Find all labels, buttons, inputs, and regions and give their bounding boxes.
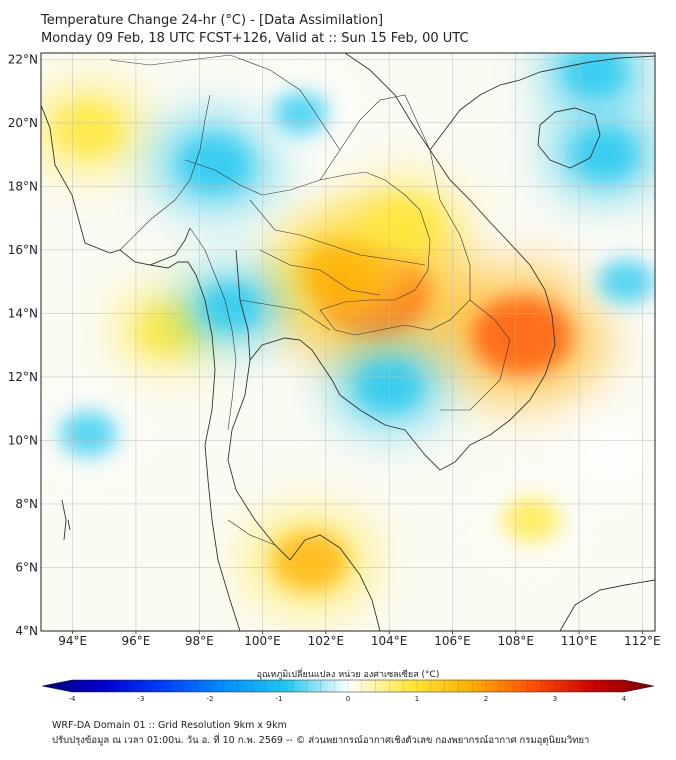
field-warm-south-china-sea-core [502, 497, 561, 543]
colorbar-tick-label: -3 [138, 695, 145, 703]
axis-labels: 94°E 96°E 98°E 100°E 102°E 104°E 106°E 108°E 110… [8, 52, 661, 648]
border-china [109, 54, 341, 151]
coastline-borneo [559, 579, 655, 631]
colorbar-tick-label: 1 [415, 695, 419, 703]
field-cool-south-china-coast-core [562, 53, 627, 98]
colorbar-tick-label: -2 [207, 695, 214, 703]
colorbar-strip [41, 679, 655, 693]
field-cool-bay-west-core [59, 411, 118, 457]
field-cool-sea-east-core [597, 259, 655, 305]
field-cool-western-thailand-core [200, 283, 262, 331]
field-cool-sea-southeast-core [584, 436, 637, 477]
border-interior-1 [249, 199, 426, 266]
field-warm-myanmar-north-core [55, 102, 122, 156]
field-warm-gulf-south-core [271, 531, 349, 592]
lat-label-8: 8°N [15, 497, 38, 511]
lat-label-16: 16°N [8, 243, 38, 257]
coastline-tonkin [429, 55, 655, 151]
lat-label-6: 6°N [15, 560, 38, 574]
field-cool-north-central-core [273, 91, 328, 135]
field-warm-laos-core [369, 196, 440, 252]
colorbar-tick-label: 3 [553, 695, 557, 703]
title-line-1: Temperature Change 24-hr (°C) - [Data As… [41, 13, 384, 28]
border-cambodia [319, 299, 511, 411]
colorbar-tick-label: -1 [276, 695, 283, 703]
title-line-2: Monday 09 Feb, 18 UTC FCST+126, Valid at… [41, 31, 469, 46]
lat-label-10: 10°N [8, 433, 38, 447]
border-laos-vietnam [319, 94, 471, 300]
footer-line-2: ปรับปรุงข้อมูล ณ เวลา 01:00น. วัน อ. ที่… [52, 735, 590, 746]
map-footer: WRF-DA Domain 01 :: Grid Resolution 9km … [52, 718, 589, 748]
border-interior-3 [239, 299, 331, 331]
lon-label-100: 100°E [244, 634, 281, 648]
temperature-field [41, 53, 655, 616]
field-cool-hainan-core [570, 128, 638, 181]
coastline-hainan [537, 107, 601, 169]
border-interior-4 [119, 94, 211, 251]
field-cool-north-thailand-core [178, 135, 252, 193]
lon-label-98: 98°E [185, 634, 214, 648]
lon-label-108: 108°E [497, 634, 534, 648]
border-myanmar-thai [189, 227, 237, 431]
lat-label-12: 12°N [8, 370, 38, 384]
graticule [41, 53, 655, 631]
colorbar: อุณหภูมิเปลี่ยนแปลง หน่วย องศาเซลเซียส (… [41, 667, 655, 703]
lat-label-14: 14°N [8, 306, 38, 320]
lon-label-96: 96°E [122, 634, 151, 648]
lon-label-106: 106°E [434, 634, 471, 648]
border-thailand-north [184, 159, 431, 311]
colorbar-tick-label: 4 [622, 695, 627, 703]
border-malaysia [227, 519, 276, 546]
coastline-peninsula-east [227, 249, 381, 631]
lat-label-18: 18°N [8, 179, 38, 193]
footer-line-1: WRF-DA Domain 01 :: Grid Resolution 9km … [52, 720, 287, 731]
plot-frame [40, 52, 656, 632]
lat-label-22: 22°N [8, 52, 38, 66]
lon-label-94: 94°E [58, 634, 87, 648]
colorbar-tick-label: 0 [346, 695, 350, 703]
lon-label-110: 110°E [561, 634, 598, 648]
colorbar-title: อุณหภูมิเปลี่ยนแปลง หน่วย องศาเซลเซียส (… [257, 667, 440, 680]
lon-label-104: 104°E [371, 634, 408, 648]
borders [109, 54, 511, 546]
lon-label-102: 102°E [308, 634, 345, 648]
coastline-ayeyarwady [149, 261, 241, 631]
coastline-myanmar-west [41, 104, 191, 266]
map-title: Temperature Change 24-hr (°C) - [Data As… [41, 12, 469, 48]
field-warm-east-cambodia-vietnam-core [471, 296, 573, 376]
colorbar-ticks: -4 -3 -2 -1 0 1 2 3 4 [69, 680, 627, 703]
coastline-gulf-north [249, 337, 341, 396]
lat-label-4: 4°N [15, 624, 38, 638]
coastline-andaman [61, 499, 71, 541]
colorbar-tick-label: -4 [69, 695, 77, 703]
lat-label-20: 20°N [8, 116, 38, 130]
colorbar-tick-label: 2 [484, 695, 488, 703]
lon-label-112: 112°E [624, 634, 661, 648]
border-interior-2 [259, 249, 381, 296]
